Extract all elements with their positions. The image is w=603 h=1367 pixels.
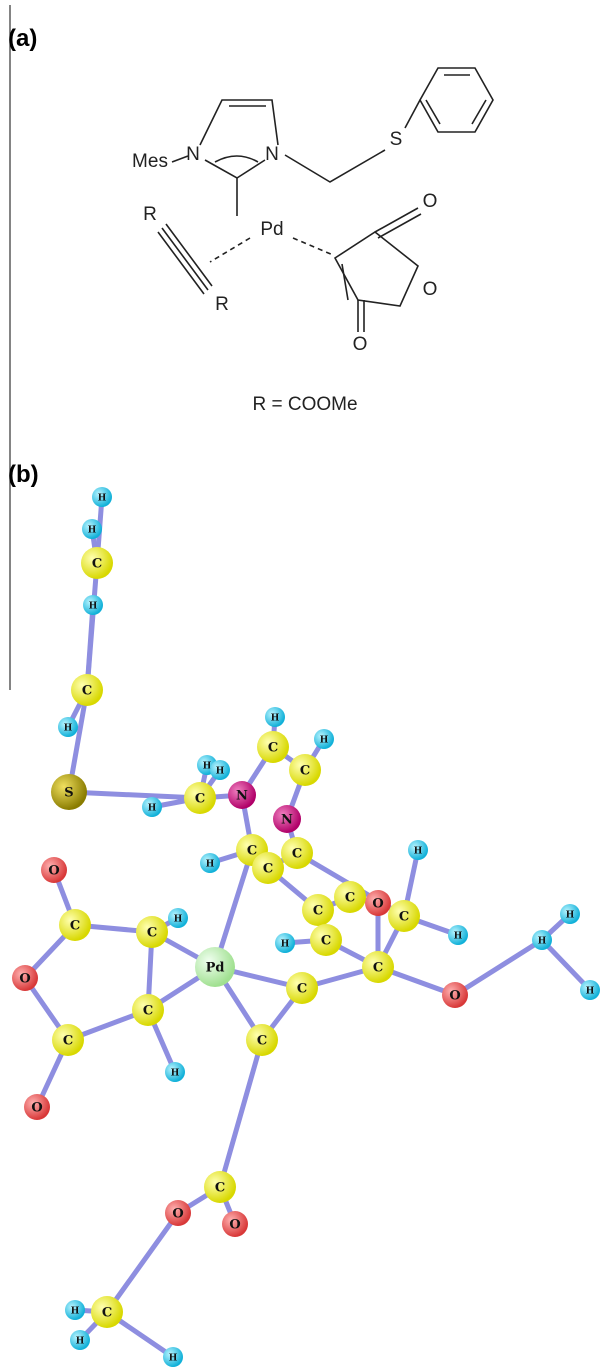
atom-label: H (98, 494, 107, 504)
structure-labels: Mes N N S Pd R R O O O R = COOMe (132, 129, 437, 415)
atom-label: H (586, 987, 595, 997)
atom-label: H (169, 1354, 178, 1364)
atom-label: H (76, 1337, 85, 1347)
atom-label: C (313, 904, 323, 919)
structure-bonds (158, 68, 493, 332)
atom-label: C (70, 919, 80, 934)
atom-label: C (292, 847, 302, 862)
atom-label: H (89, 602, 98, 612)
atom-label: O (353, 334, 368, 355)
atom-label: Mes (132, 151, 168, 172)
atom-label: H (88, 526, 97, 536)
atom-label: C (247, 844, 257, 859)
atom-label: H (148, 804, 157, 814)
atom-label: N (186, 144, 200, 165)
atom-label: N (281, 813, 293, 828)
atom-label: C (321, 934, 331, 949)
bond (107, 1213, 178, 1312)
atom-label: H (206, 860, 215, 870)
atom-label: C (257, 1034, 267, 1049)
atom-label: C (373, 961, 383, 976)
atom-label: C (82, 684, 92, 699)
atom-label: C (297, 982, 307, 997)
atom-label: H (71, 1307, 80, 1317)
atom-label: H (174, 915, 183, 925)
atom-label: C (147, 926, 157, 941)
atom-label: N (236, 789, 248, 804)
atom-label: H (566, 911, 575, 921)
atom-label: H (538, 937, 547, 947)
atom-label: O (423, 191, 438, 212)
atom-label: C (102, 1306, 112, 1321)
model-bonds (25, 497, 590, 1357)
atom-label: H (271, 714, 280, 724)
atom-label: O (372, 897, 383, 912)
atom-label: C (399, 910, 409, 925)
atom-label: C (195, 792, 205, 807)
bond (542, 940, 590, 990)
atom-label: H (216, 767, 225, 777)
atom-label: C (268, 741, 278, 756)
atom-label: O (31, 1101, 42, 1116)
atom-label: S (390, 129, 403, 150)
atom-label: N (265, 144, 279, 165)
atom-label: C (63, 1034, 73, 1049)
atom-label: R (143, 204, 157, 225)
atom-label: O (172, 1207, 183, 1222)
atom-label: O (229, 1218, 240, 1233)
atom-label: C (143, 1004, 153, 1019)
atom-label: O (48, 864, 59, 879)
atom-label: O (19, 972, 30, 987)
atom-label: C (345, 891, 355, 906)
bond (455, 940, 542, 995)
atom-label: H (320, 736, 329, 746)
atom-label: C (215, 1181, 225, 1196)
atom-label: Pd (260, 219, 283, 240)
panel-label: (b) (8, 461, 39, 488)
atom-label: O (423, 279, 438, 300)
atom-label: O (449, 989, 460, 1004)
panel-label: (a) (8, 25, 37, 52)
caption: R = COOMe (252, 394, 357, 415)
bond (220, 1040, 262, 1187)
atom-label: R (215, 294, 229, 315)
atom-label: S (64, 786, 73, 801)
atom-label: Pd (206, 961, 225, 976)
atom-label: C (92, 557, 102, 572)
atom-label: H (64, 724, 73, 734)
atom-label: H (414, 847, 423, 857)
figure: (a) Mes N N S Pd R R O O O R = COOMe (b)… (0, 0, 603, 1367)
atom-label: C (300, 764, 310, 779)
atom-label: H (171, 1069, 180, 1079)
atom-label: C (263, 862, 273, 877)
bond (69, 792, 200, 798)
atom-label: H (454, 932, 463, 942)
atom-label: H (281, 940, 290, 950)
